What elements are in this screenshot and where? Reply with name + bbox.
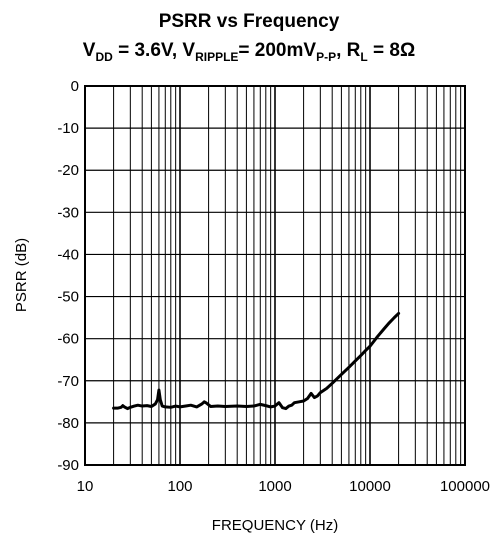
x-tick-label: 100 [167, 478, 192, 495]
y-tick-label: -80 [57, 415, 79, 432]
y-tick-label: 0 [71, 78, 79, 95]
x-tick-label: 10000 [349, 478, 391, 495]
grid [85, 85, 465, 466]
y-tick-label: -10 [57, 120, 79, 137]
x-tick-label: 1000 [258, 478, 291, 495]
y-tick-label: -50 [57, 289, 79, 306]
chart-subtitle: VDD = 3.6V, VRIPPLE= 200mVP-P, RL = 8Ω [83, 40, 415, 64]
y-tick-label: -20 [57, 162, 79, 179]
y-tick-label: -60 [57, 331, 79, 348]
y-tick-label: -70 [57, 373, 79, 390]
y-tick-labels: 0 -10 -20 -30 -40 -50 -60 -70 -80 -90 [57, 78, 79, 474]
x-tick-labels: 10 100 1000 10000 100000 [77, 478, 490, 495]
x-tick-label: 10 [77, 478, 94, 495]
y-axis-label: PSRR (dB) [13, 238, 30, 312]
plot-frame [84, 85, 466, 466]
y-tick-label: -90 [57, 457, 79, 474]
psrr-series-line [112, 311, 401, 411]
x-tick-label: 100000 [440, 478, 490, 495]
y-tick-label: -40 [57, 246, 79, 263]
x-axis-label: FREQUENCY (Hz) [212, 517, 338, 534]
y-tick-label: -30 [57, 204, 79, 221]
chart-title: PSRR vs Frequency [159, 11, 340, 32]
